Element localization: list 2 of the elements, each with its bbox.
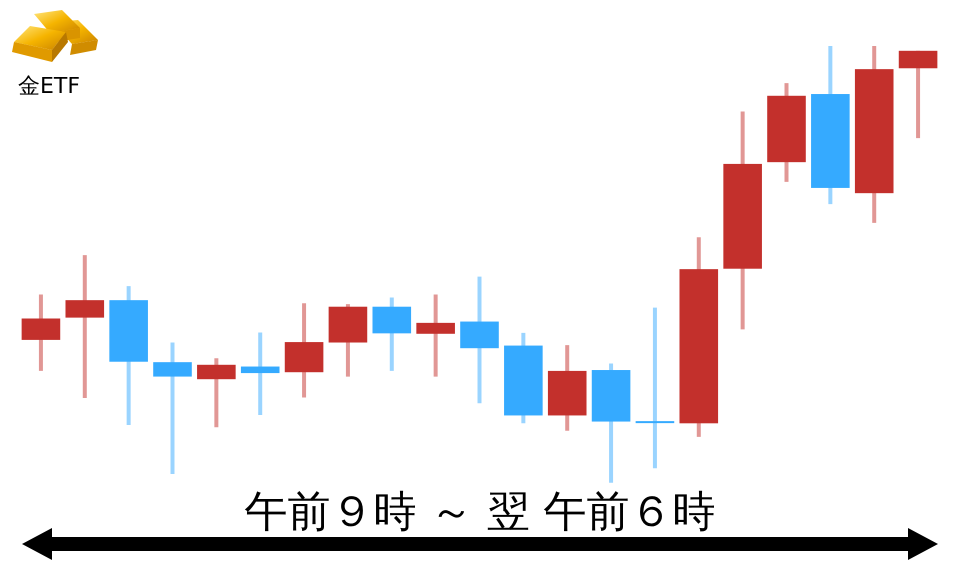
text: 金ETF <box>18 74 80 99</box>
x-axis-title: 午前９時 ～ 翌 午前６時 <box>244 487 716 537</box>
